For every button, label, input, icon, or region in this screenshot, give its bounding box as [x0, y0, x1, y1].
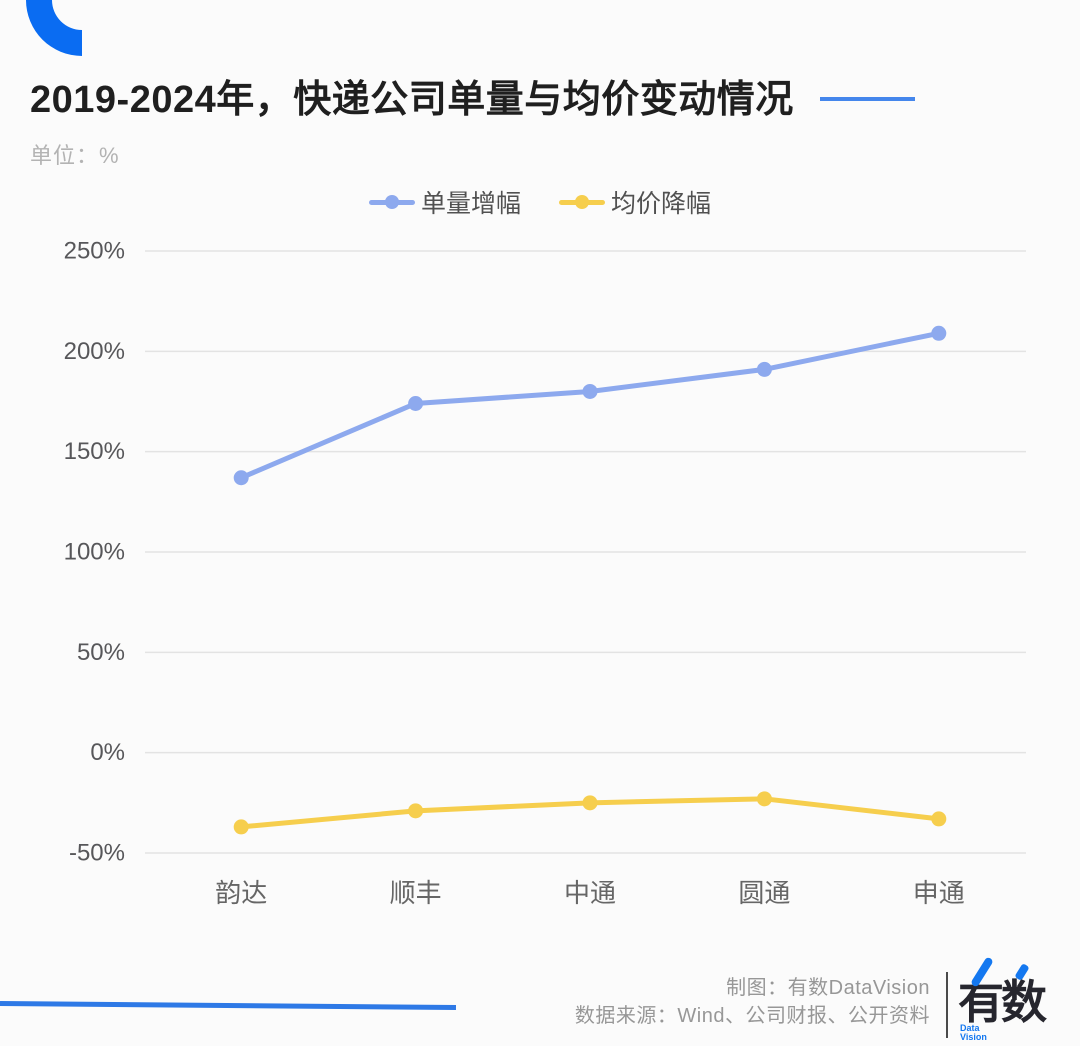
title-dash-decoration — [819, 96, 915, 101]
data-point-均价降幅-顺丰 — [408, 803, 424, 819]
y-axis-tick-label: 100% — [64, 539, 125, 566]
y-axis-tick-label: 50% — [77, 639, 125, 666]
legend-line-dot-icon — [368, 195, 415, 209]
y-axis-tick-label: 250% — [64, 238, 125, 265]
x-axis-category-label: 韵达 — [215, 878, 267, 908]
data-point-单量增幅-顺丰 — [408, 396, 424, 412]
legend-item-volume-growth: 单量增幅 — [368, 184, 521, 220]
brand-divider — [946, 972, 948, 1038]
brand-arc-logo — [26, 0, 82, 56]
data-point-单量增幅-申通 — [931, 325, 947, 341]
credit-line: 制图：有数DataVision — [726, 977, 930, 999]
x-axis-category-label: 申通 — [913, 878, 965, 908]
legend-item-price-decline: 均价降幅 — [559, 184, 711, 220]
unit-label: 单位：% — [30, 143, 120, 168]
footer-blue-line — [0, 1001, 457, 1010]
brand-logo-subtext: Data Vision — [960, 1023, 987, 1042]
data-point-单量增幅-韵达 — [233, 470, 249, 486]
header: 2019-2024年，快递公司单量与均价变动情况 — [30, 68, 915, 123]
series-line-单量增幅 — [238, 330, 942, 481]
y-axis-tick-label: 200% — [64, 338, 125, 365]
legend-label: 单量增幅 — [420, 190, 521, 218]
y-axis-tick-label: 150% — [64, 438, 125, 465]
legend-label: 均价降幅 — [611, 190, 712, 218]
data-point-均价降幅-中通 — [582, 795, 598, 811]
brand-logo: 有数 Data Vision — [958, 956, 1058, 1042]
x-axis-category-label: 中通 — [564, 878, 616, 908]
x-axis-category-label: 顺丰 — [390, 878, 442, 908]
data-point-单量增幅-圆通 — [756, 361, 772, 377]
data-point-均价降幅-圆通 — [756, 791, 772, 807]
y-axis-tick-label: -50% — [69, 840, 125, 867]
footer-credits: 制图：有数DataVision 数据来源：Wind、公司财报、公开资料 — [575, 974, 930, 1030]
source-line: 数据来源：Wind、公司财报、公开资料 — [574, 1005, 930, 1027]
line-chart: 250% 200% 150% 100% 50% 0% -50% 韵达 顺丰 中通 圆通 申通 — [64, 238, 1026, 908]
data-point-单量增幅-中通 — [582, 383, 598, 399]
page-title: 2019-2024年，快递公司单量与均价变动情况 — [30, 79, 794, 121]
x-axis-category-label: 圆通 — [738, 878, 790, 908]
y-axis-tick-label: 0% — [90, 739, 125, 766]
chart-legend: 单量增幅 均价降幅 — [0, 184, 1080, 220]
data-point-均价降幅-申通 — [931, 811, 947, 827]
data-point-均价降幅-韵达 — [233, 819, 249, 835]
legend-line-dot-icon — [559, 195, 605, 209]
